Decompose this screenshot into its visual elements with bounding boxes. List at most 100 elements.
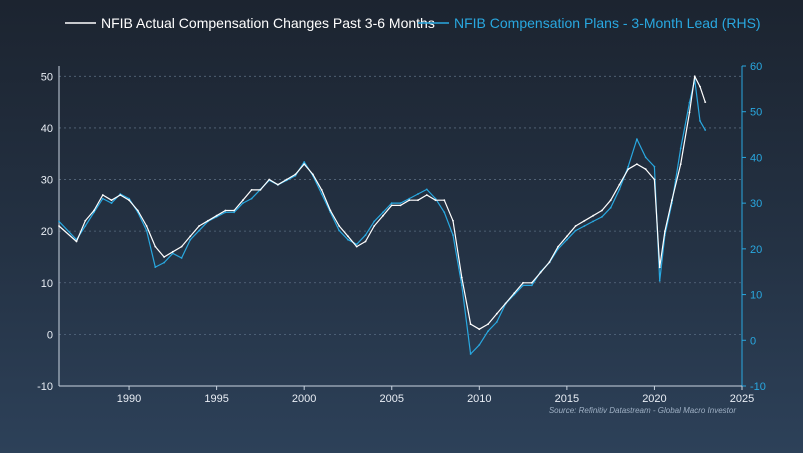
y-left-tick--10: -10 [37,381,53,393]
data-point-s2-52 [522,284,524,287]
y-left-tick-10: 10 [41,278,53,290]
data-point-s2-49 [495,321,498,323]
data-point-s1-5 [110,199,113,202]
data-point-s2-13 [180,257,183,259]
data-point-s1-65 [636,163,638,166]
data-point-s1-46 [469,323,472,325]
data-point-s2-43 [443,211,446,214]
y-right-tick-10: 10 [750,290,762,302]
data-point-s2-65 [636,138,638,141]
y-right-tick-30: 30 [750,198,762,210]
data-point-s1-54 [539,271,542,274]
data-point-s1-24 [277,183,279,186]
data-point-s1-9 [145,225,148,227]
x-tick-2015: 2015 [555,393,579,405]
data-point-s2-60 [592,220,594,223]
data-point-s2-71 [679,147,682,150]
data-point-s2-7 [128,197,131,200]
data-point-s1-38 [399,204,402,207]
x-tick-2005: 2005 [380,393,404,405]
data-point-s2-35 [373,220,376,223]
data-point-s2-59 [583,225,586,227]
legend: NFIB Actual Compensation Changes Past 3-… [65,15,761,31]
data-point-s1-43 [443,199,446,202]
data-point-s1-63 [618,183,621,186]
data-point-s2-72 [688,101,691,104]
data-point-s1-70 [671,199,673,202]
x-tick-2000: 2000 [292,393,316,405]
x-tick-1995: 1995 [204,393,228,405]
data-point-s1-18 [224,209,227,212]
data-point-s1-51 [513,292,516,294]
data-point-s1-0 [58,225,60,227]
data-point-s2-61 [601,216,603,218]
y-left-tick-20: 20 [41,226,53,238]
data-point-s1-39 [408,199,411,202]
data-point-s2-62 [609,206,612,209]
data-point-s2-2 [84,225,87,227]
data-point-s2-47 [478,344,481,346]
data-point-s2-27 [303,161,306,163]
data-point-s1-59 [583,219,586,222]
data-point-s1-48 [487,323,489,325]
data-point-s1-27 [303,163,306,166]
y-right-tick-50: 50 [750,107,762,119]
data-point-s2-5 [110,202,113,205]
data-point-s1-67 [653,178,656,181]
data-point-s2-34 [364,234,367,237]
data-point-s1-57 [566,235,568,238]
y-right-tick-20: 20 [750,244,762,256]
data-point-s1-7 [128,199,131,202]
x-tick-2020: 2020 [642,393,666,405]
data-point-s2-63 [618,188,621,191]
data-point-s1-66 [644,168,647,171]
y-right-tick--10: -10 [750,381,766,393]
data-point-s2-31 [338,229,341,232]
data-point-s2-12 [171,252,174,255]
data-point-s2-38 [399,202,402,205]
data-point-s1-53 [530,281,533,284]
data-point-s1-52 [522,281,524,284]
data-point-s1-62 [609,199,612,202]
legend-label-series-2: NFIB Compensation Plans - 3-Month Lead (… [454,15,761,31]
data-point-s1-56 [557,245,559,248]
data-point-s1-74 [699,85,701,88]
y-right-tick-0: 0 [750,335,756,347]
x-tick-2025: 2025 [730,393,754,405]
data-point-s1-64 [627,168,630,171]
data-point-s1-30 [329,209,332,212]
data-point-s1-58 [574,225,577,227]
data-point-s1-23 [268,178,271,181]
y-right-tick-40: 40 [750,152,762,164]
data-point-s1-13 [180,245,183,248]
data-point-s1-16 [207,219,209,222]
x-tick-2010: 2010 [467,393,491,405]
data-point-s2-0 [58,220,60,223]
data-point-s1-4 [101,194,104,196]
y-left-tick-30: 30 [41,175,53,187]
legend-label-series-1: NFIB Actual Compensation Changes Past 3-… [101,15,435,31]
data-point-s2-66 [644,156,647,159]
data-point-s2-46 [469,353,472,355]
data-point-s2-9 [145,229,148,232]
data-point-s2-64 [627,165,630,168]
data-point-s1-35 [373,225,376,227]
data-point-s1-6 [119,194,122,196]
data-point-s1-50 [504,302,507,305]
data-point-s1-12 [171,250,174,253]
data-point-s2-10 [154,266,157,268]
data-point-s2-41 [425,188,428,191]
data-point-s2-14 [189,238,192,241]
data-point-s1-72 [688,111,691,114]
series-lines [58,75,707,355]
gridlines [59,75,742,387]
data-point-s2-42 [434,197,437,200]
data-point-s2-57 [566,238,568,241]
data-point-s2-20 [242,202,244,205]
series-line-2 [58,79,706,355]
data-point-s2-67 [653,165,656,168]
data-point-s2-74 [699,120,701,122]
data-point-s2-36 [382,211,384,214]
data-point-s1-29 [320,189,323,191]
